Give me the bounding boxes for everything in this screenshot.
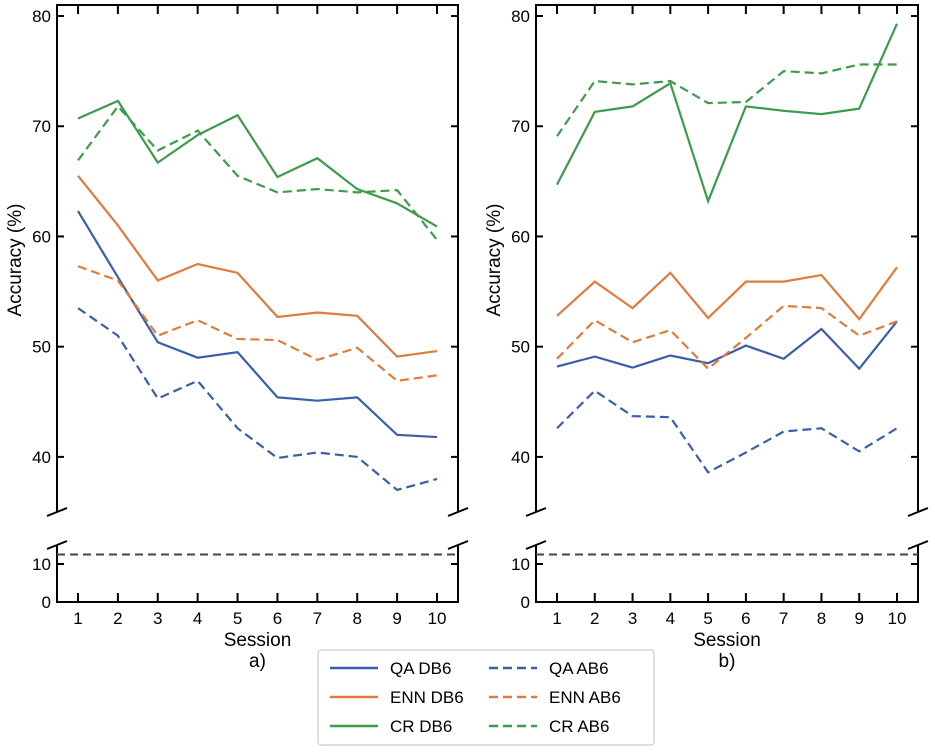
legend-label: ENN DB6 [390,688,464,707]
series-line-qa-db6 [557,321,897,368]
y-tick-label: 10 [511,555,530,574]
legend-label: CR DB6 [390,717,452,736]
y-tick-label: 80 [32,7,51,26]
series-line-cr-ab6 [78,106,437,239]
legend-label: QA DB6 [390,659,451,678]
y-axis-label: Accuracy (%) [5,204,26,317]
x-tick-label: 7 [779,609,788,628]
series-line-enn-ab6 [78,266,437,381]
legend: QA DB6 ENN DB6 CR DB6 QA AB6 ENN AB6 CR AB6 [318,650,654,745]
series-line-qa-ab6 [557,391,897,473]
x-tick-label: 10 [888,609,907,628]
series-line-cr-db6 [557,24,897,201]
x-tick-label: 3 [153,609,162,628]
y-tick-label: 80 [511,7,530,26]
legend-label: CR AB6 [549,717,609,736]
y-tick-label: 50 [32,338,51,357]
x-tick-label: 2 [113,609,122,628]
legend-label: ENN AB6 [549,688,621,707]
series-line-cr-ab6 [557,65,897,137]
y-tick-label: 0 [42,593,51,612]
x-tick-label: 4 [193,609,202,628]
y-tick-label: 60 [511,227,530,246]
y-tick-label: 0 [521,593,530,612]
legend-label: QA AB6 [549,659,609,678]
x-tick-label: 4 [666,609,675,628]
x-tick-label: 10 [428,609,447,628]
panel-label: a) [249,651,266,672]
x-tick-label: 9 [854,609,863,628]
x-tick-label: 1 [552,609,561,628]
y-tick-label: 10 [32,555,51,574]
x-axis-label: Session [224,630,292,651]
x-tick-label: 7 [313,609,322,628]
x-tick-label: 5 [233,609,242,628]
panel-a [47,5,468,602]
series-line-enn-db6 [78,176,437,357]
x-tick-label: 2 [590,609,599,628]
x-tick-label: 9 [392,609,401,628]
y-tick-label: 70 [32,117,51,136]
upper-axis-frame [536,5,918,512]
panel-b [526,5,928,602]
x-tick-label: 5 [703,609,712,628]
y-tick-label: 40 [32,448,51,467]
panel-label: b) [719,651,736,672]
series-line-enn-ab6 [557,306,897,369]
y-tick-label: 70 [511,117,530,136]
y-tick-label: 60 [32,227,51,246]
y-tick-label: 40 [511,448,530,467]
x-tick-label: 6 [273,609,282,628]
x-tick-label: 1 [73,609,82,628]
x-axis-label: Session [693,630,761,651]
x-tick-label: 6 [741,609,750,628]
x-tick-label: 8 [817,609,826,628]
y-axis-label: Accuracy (%) [484,204,505,317]
series-line-qa-ab6 [78,308,437,490]
series-line-cr-db6 [78,101,437,227]
x-tick-label: 3 [628,609,637,628]
x-tick-label: 8 [352,609,361,628]
series-line-enn-db6 [557,267,897,319]
y-tick-label: 50 [511,338,530,357]
